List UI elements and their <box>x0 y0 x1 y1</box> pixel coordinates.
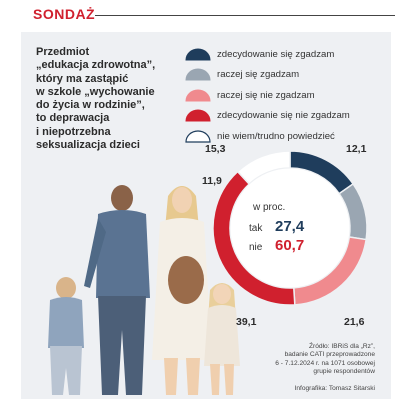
slice-value-label: 39,1 <box>236 316 257 328</box>
girl-head <box>213 284 231 304</box>
mother-figure <box>152 186 212 395</box>
question-line: Przedmiot <box>36 46 90 58</box>
donut-segments <box>212 150 368 306</box>
legend-label: nie wiem/trudno powiedzieć <box>217 130 335 142</box>
donut-slice <box>236 150 291 186</box>
question-line: do życia w rodzinie”, <box>36 99 145 112</box>
girl-dress <box>204 305 240 366</box>
boy-legs <box>50 346 82 395</box>
swatch-shape <box>185 89 211 102</box>
legend-swatch <box>185 89 211 102</box>
swatch-shape <box>185 48 211 61</box>
backpack <box>168 256 204 304</box>
legend-label: raczej się nie zgadzam <box>217 89 315 101</box>
legend-label: zdecydowanie się zgadzam <box>217 48 335 60</box>
boy-head <box>56 277 76 299</box>
legend-item: raczej się zgadzam <box>185 65 385 86</box>
legend-swatch <box>185 68 211 81</box>
yes-value: 27,4 <box>275 218 305 235</box>
slice-value-label: 15,3 <box>205 143 226 155</box>
family-illustration <box>48 185 240 395</box>
father-legs <box>98 296 146 395</box>
boy-figure <box>48 277 84 395</box>
infographic-credit: Infografika: Tomasz Sitarski <box>294 385 376 392</box>
girl-figure <box>204 283 240 395</box>
slice-value-label: 21,6 <box>344 316 365 328</box>
source-note: Źródło: IBRiS dla „Rz”, badanie CATI prz… <box>250 343 375 377</box>
legend-item: nie wiem/trudno powiedzieć <box>185 126 385 147</box>
mother-head <box>172 187 192 213</box>
slice-value-label: 11,9 <box>202 175 222 187</box>
legend-label: zdecydowanie się nie zgadzam <box>217 110 350 122</box>
question-line: „edukacja zdrowotna”, <box>36 59 156 72</box>
girl-legs <box>210 364 234 395</box>
unit-label: w proc. <box>253 202 286 213</box>
question-line: to deprawacja <box>36 112 110 125</box>
father-figure <box>84 185 150 395</box>
father-arm <box>84 218 106 288</box>
question-line: który ma zastąpić <box>36 72 129 85</box>
no-label: nie <box>249 242 263 253</box>
donut-hole <box>230 168 350 288</box>
swatch-shape <box>185 130 211 143</box>
legend-item: zdecydowanie się nie zgadzam <box>185 106 385 127</box>
swatch-shape <box>185 68 211 81</box>
yes-label: tak <box>249 223 263 234</box>
source-line: badanie CATI przeprowadzone <box>284 351 375 359</box>
mother-legs <box>164 358 200 395</box>
source-line: grupie respondentów <box>313 368 375 376</box>
legend-swatch <box>185 130 211 143</box>
legend-item: raczej się nie zgadzam <box>185 85 385 106</box>
source-line: 6 - 7.12.2024 r. na 1071 osobowej <box>275 359 375 367</box>
father-head <box>111 185 133 211</box>
section-header: SONDAŻ <box>33 6 96 22</box>
source-line: Źródło: IBRiS dla „Rz”, <box>309 343 375 350</box>
question-line: i niepotrzebna <box>36 125 111 138</box>
survey-question: Przedmiot „edukacja zdrowotna”, który ma… <box>36 46 186 152</box>
swatch-shape <box>185 109 211 122</box>
boy-shirt <box>48 297 84 348</box>
father-shirt <box>96 210 150 298</box>
chart-legend: zdecydowanie się zgadzam raczej się zgad… <box>185 44 385 147</box>
legend-label: raczej się zgadzam <box>217 69 300 81</box>
legend-swatch <box>185 109 211 122</box>
legend-item: zdecydowanie się zgadzam <box>185 44 385 65</box>
question-line: seksualizacja dzieci <box>36 139 140 152</box>
question-line: w szkole „wychowanie <box>36 85 155 98</box>
slice-value-label: 12,1 <box>346 143 367 155</box>
no-value: 60,7 <box>275 237 305 254</box>
legend-swatch <box>185 48 211 61</box>
header-rule <box>95 15 395 16</box>
